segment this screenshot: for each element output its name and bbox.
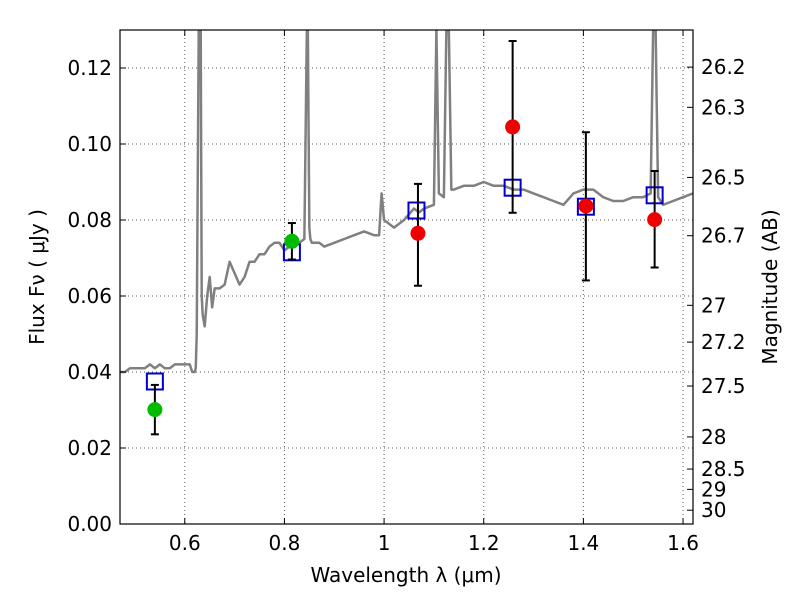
- magnitude-tick-label: 26.2: [701, 55, 746, 79]
- magnitude-tick-label: 27.2: [701, 330, 746, 354]
- y-tick-label: 0.08: [67, 208, 112, 232]
- y-tick-label: 0.12: [67, 56, 112, 80]
- magnitude-tick-label: 26.5: [701, 165, 746, 189]
- observed-point-red: [505, 119, 521, 135]
- y-tick-label: 0.06: [67, 284, 112, 308]
- x-tick-label: 0.8: [269, 531, 301, 555]
- observed-point-red: [578, 198, 594, 214]
- magnitude-axis-label: Magnitude (AB): [758, 209, 782, 364]
- observed-point-green: [147, 402, 163, 418]
- observed-point-green: [284, 233, 300, 249]
- x-tick-label: 1: [378, 531, 391, 555]
- x-tick-label: 1.6: [667, 531, 699, 555]
- plot-area: [120, 30, 693, 436]
- x-tick-label: 1.4: [567, 531, 599, 555]
- y-tick-label: 0.04: [67, 360, 112, 384]
- y-tick-label: 0.02: [67, 436, 112, 460]
- x-tick-label: 0.6: [169, 531, 201, 555]
- model-point-box: [407, 201, 426, 220]
- magnitude-tick-label: 28: [701, 425, 726, 449]
- x-axis-ticks: 0.6 0.8 1 1.2 1.4 1.6: [169, 30, 699, 555]
- observed-point-red: [647, 212, 663, 228]
- x-tick-label: 1.2: [468, 531, 500, 555]
- magnitude-tick-label: 27: [701, 293, 726, 317]
- magnitude-tick-label: 30: [701, 498, 726, 522]
- magnitude-tick-label: 27.5: [701, 374, 746, 398]
- y-tick-label: 0.00: [67, 512, 112, 536]
- magnitude-tick-label: 28.5: [701, 457, 746, 481]
- magnitude-tick-label: 29: [701, 477, 726, 501]
- spectrum-line: [120, 30, 693, 374]
- y-axis-label: Flux Fν ( μJy ): [25, 209, 49, 345]
- y-axis-ticks: 0.00 0.02 0.04 0.06 0.08 0.10 0.12: [67, 56, 126, 536]
- magnitude-tick-label: 26.7: [701, 224, 746, 248]
- observed-points: [147, 119, 663, 418]
- y-tick-label: 0.10: [67, 132, 112, 156]
- observed-point-red: [410, 225, 426, 241]
- plot-frame: [119, 29, 694, 525]
- x-axis-label: Wavelength λ (μm): [310, 563, 501, 587]
- magnitude-tick-label: 26.3: [701, 95, 746, 119]
